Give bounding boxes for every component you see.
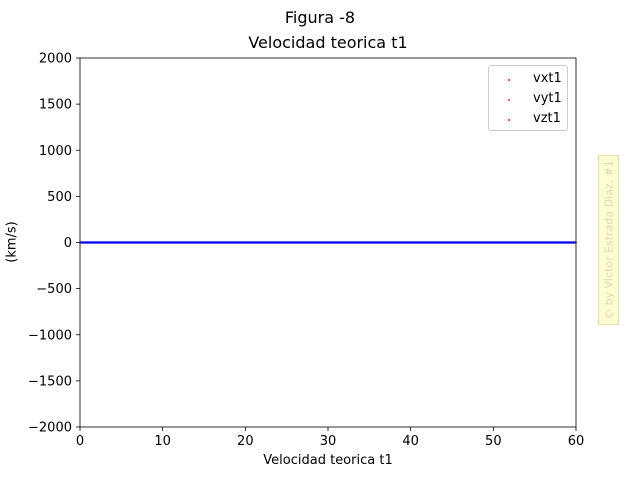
x-tick-label-4: 40 <box>402 434 419 449</box>
legend-label-vxt1: vxt1 <box>533 71 562 86</box>
plot-frame <box>79 57 577 428</box>
chart-title: Velocidad teorica t1 <box>248 33 408 52</box>
x-axis-label: Velocidad teorica t1 <box>263 453 393 468</box>
figure-suptitle: Figura -8 <box>284 8 356 27</box>
x-tick-label-1: 10 <box>154 434 171 449</box>
y-tick-label-7: −1500 <box>28 374 72 389</box>
legend-marker-vyt1 <box>508 99 510 101</box>
y-tick-label-6: −1000 <box>28 328 72 343</box>
y-tick-label-5: −500 <box>36 282 72 297</box>
legend-label-vyt1: vyt1 <box>533 91 562 106</box>
legend-item-vxt1: vxt1 <box>489 70 567 90</box>
legend: vxt1 vyt1 vzt1 <box>488 65 568 131</box>
x-tick-label-2: 20 <box>237 434 254 449</box>
y-axis-label: (km/s) <box>4 221 20 263</box>
x-tick-label-6: 60 <box>568 434 585 449</box>
watermark-box: © by Victor Estrada Diaz, #1 <box>598 155 619 325</box>
legend-marker-vzt1 <box>508 119 510 121</box>
y-tick-label-4: 0 <box>64 236 72 251</box>
y-tick-label-0: 2000 <box>39 52 72 67</box>
y-tick-label-2: 1000 <box>39 144 72 159</box>
y-tick-label-3: 500 <box>47 190 72 205</box>
y-tick-label-1: 1500 <box>39 98 72 113</box>
x-tick-label-3: 30 <box>320 434 337 449</box>
y-tick-label-8: −2000 <box>28 421 72 436</box>
x-tick-label-0: 0 <box>76 434 84 449</box>
x-tick-label-5: 50 <box>485 434 502 449</box>
legend-item-vyt1: vyt1 <box>489 90 567 110</box>
watermark-text: © by Victor Estrada Diaz, #1 <box>602 160 615 320</box>
legend-item-vzt1: vzt1 <box>489 110 567 130</box>
legend-marker-vxt1 <box>508 79 510 81</box>
legend-label-vzt1: vzt1 <box>533 111 561 126</box>
